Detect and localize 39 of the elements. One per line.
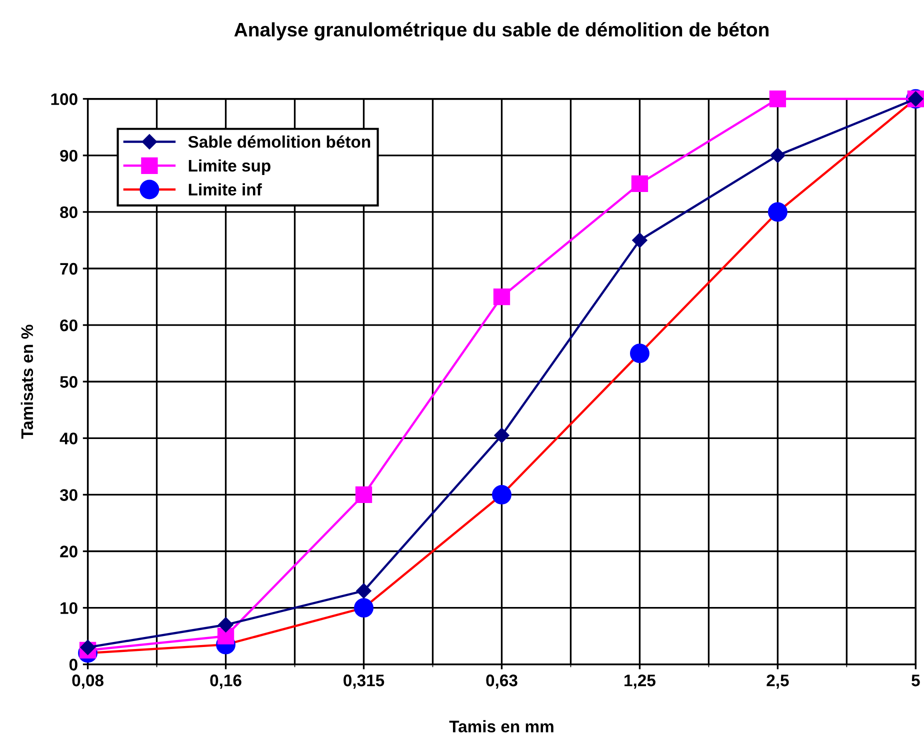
x-tick-label: 0,08 bbox=[72, 674, 104, 689]
y-axis-title: Tamisats en % bbox=[20, 324, 34, 439]
x-tick-label: 5 bbox=[912, 674, 920, 686]
point bbox=[768, 202, 788, 222]
point bbox=[494, 428, 510, 443]
point bbox=[355, 486, 372, 504]
legend-label: Limite inf bbox=[188, 183, 262, 196]
y-tick-label: 80 bbox=[60, 206, 78, 218]
y-tick-label: 50 bbox=[60, 376, 78, 388]
point bbox=[493, 288, 510, 306]
x-axis-title: Tamis en mm bbox=[449, 720, 554, 732]
legend-label: Sable démolition béton bbox=[188, 135, 370, 148]
y-tick-label: 60 bbox=[60, 319, 78, 332]
point bbox=[80, 640, 96, 655]
point bbox=[631, 175, 648, 192]
point bbox=[770, 148, 786, 163]
point bbox=[492, 484, 512, 504]
x-tick-label: 0,315 bbox=[344, 674, 384, 689]
point bbox=[354, 598, 374, 618]
y-tick-label: 40 bbox=[60, 432, 78, 444]
y-tick-label: 0 bbox=[69, 658, 78, 671]
legend-label: Limite sup bbox=[188, 159, 270, 175]
chart-title: Analyse granulométrique du sable de démolition de béton bbox=[234, 22, 768, 40]
y-tick-label: 90 bbox=[60, 150, 78, 162]
x-tick-label: 0,16 bbox=[210, 674, 242, 689]
point bbox=[356, 583, 372, 598]
x-tick-label: 1,25 bbox=[624, 674, 656, 689]
point bbox=[218, 617, 234, 632]
point bbox=[632, 232, 648, 248]
x-tick-label: 2,5 bbox=[766, 674, 789, 689]
y-tick-label: 30 bbox=[60, 489, 78, 501]
y-tick-label: 70 bbox=[60, 262, 78, 275]
point bbox=[769, 90, 786, 108]
y-tick-label: 10 bbox=[60, 602, 78, 614]
x-tick-label: 0,63 bbox=[486, 674, 518, 689]
y-tick-label: 20 bbox=[60, 546, 78, 558]
point bbox=[217, 628, 234, 644]
y-tick-label: 100 bbox=[51, 93, 78, 106]
point bbox=[630, 344, 650, 364]
